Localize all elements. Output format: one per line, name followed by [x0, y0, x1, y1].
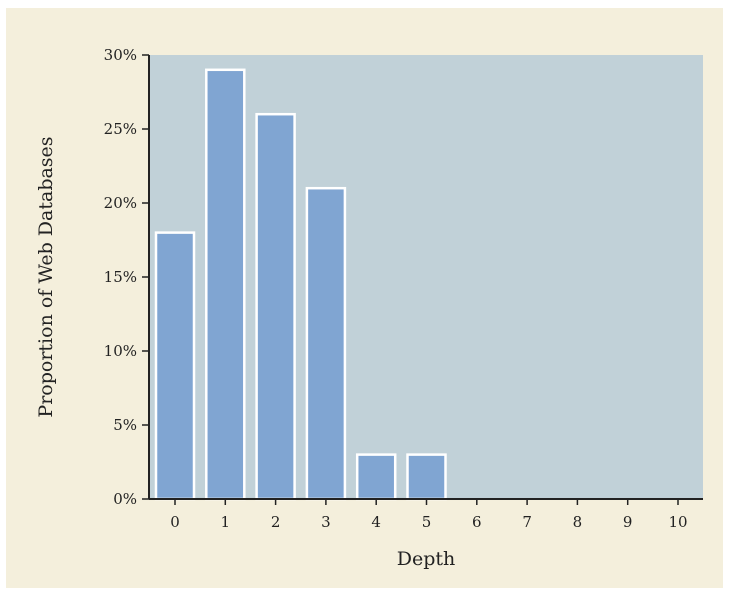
y-tick-label: 30% — [104, 46, 137, 64]
bar-depth-2 — [255, 112, 296, 501]
bar-depth-5 — [406, 453, 447, 501]
x-tick-label: 4 — [371, 513, 381, 531]
bars-group — [154, 68, 447, 501]
x-tick-label: 5 — [422, 513, 432, 531]
bar-depth-3 — [305, 186, 347, 501]
bar-depth-0 — [154, 231, 196, 501]
x-axis-title: Depth — [397, 548, 456, 570]
y-tick-label: 15% — [104, 268, 137, 286]
y-tick-label: 10% — [104, 342, 137, 360]
y-tick-label: 25% — [104, 120, 137, 138]
y-axis-ticks: 0% 5% 10% 15% 20% 25% 30% — [104, 46, 149, 508]
x-tick-label: 6 — [472, 513, 482, 531]
x-tick-label: 3 — [321, 513, 331, 531]
x-tick-label: 10 — [668, 513, 687, 531]
x-tick-label: 7 — [522, 513, 532, 531]
bar-depth-1 — [205, 68, 246, 501]
x-axis-ticks: 0 1 2 3 4 5 6 7 8 9 10 — [170, 499, 688, 531]
x-tick-label: 1 — [221, 513, 231, 531]
chart-figure: 0% 5% 10% 15% 20% 25% 30% 0 1 2 3 4 5 6 7 8 9 10 Depth P… — [6, 8, 723, 588]
y-axis-title: Proportion of Web Databases — [35, 136, 57, 417]
x-tick-label: 0 — [170, 513, 180, 531]
bar-chart: 0% 5% 10% 15% 20% 25% 30% 0 1 2 3 4 5 6 7 8 9 10 Depth P… — [35, 46, 703, 570]
y-tick-label: 20% — [104, 194, 137, 212]
x-tick-label: 9 — [623, 513, 633, 531]
y-tick-label: 5% — [113, 416, 137, 434]
bar-depth-4 — [355, 453, 397, 501]
x-tick-label: 2 — [271, 513, 281, 531]
x-tick-label: 8 — [573, 513, 583, 531]
y-tick-label: 0% — [113, 490, 137, 508]
